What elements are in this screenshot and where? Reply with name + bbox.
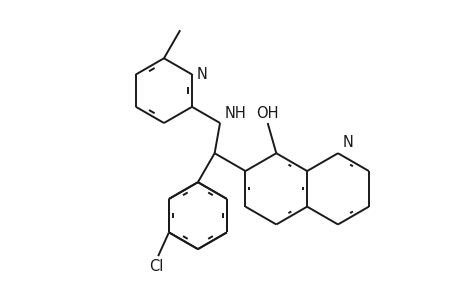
Text: N: N — [341, 135, 353, 150]
Text: NH: NH — [224, 106, 246, 121]
Text: N: N — [196, 67, 207, 82]
Text: OH: OH — [256, 106, 278, 121]
Text: Cl: Cl — [148, 260, 163, 274]
